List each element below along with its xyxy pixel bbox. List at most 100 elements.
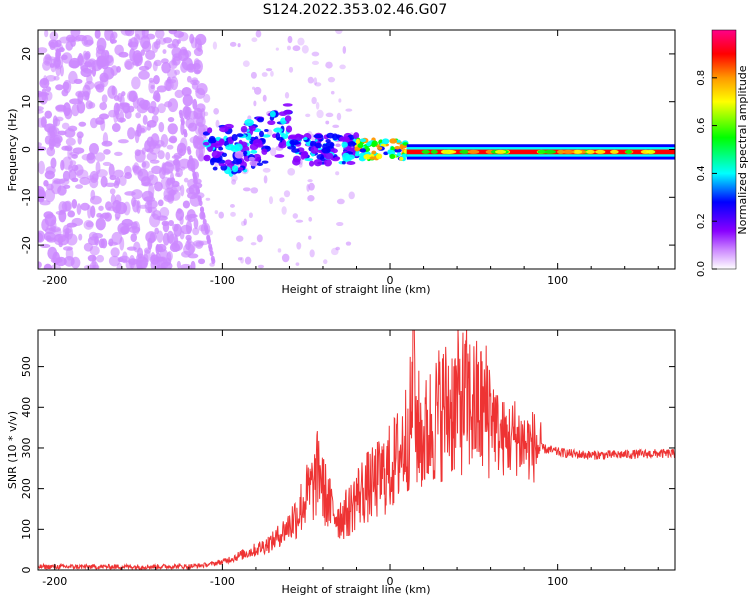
heatmap-blob xyxy=(50,157,57,169)
heatmap-blob xyxy=(242,60,250,68)
heatmap-blob xyxy=(96,37,107,52)
heatmap-blob xyxy=(104,182,116,187)
heatmap-blob xyxy=(200,207,205,214)
heatmap-blob xyxy=(174,89,184,99)
heatmap-blob xyxy=(150,100,157,110)
heatmap-blob xyxy=(199,136,205,150)
heatmap-blob xyxy=(250,71,257,79)
heatmap-blob xyxy=(203,141,210,146)
heatmap-blob xyxy=(595,149,606,154)
heatmap-blob xyxy=(357,143,364,149)
colorbar-tick-label: 0.2 xyxy=(696,213,707,229)
heatmap-blob xyxy=(180,46,188,56)
heatmap-blob xyxy=(156,215,168,221)
heatmap-blob xyxy=(236,133,244,138)
snr-y-ticks: 0 100 200 300 400 500 xyxy=(20,356,675,574)
heatmap-blob xyxy=(110,247,120,258)
heatmap-blob xyxy=(161,220,170,227)
heatmap-blob xyxy=(250,149,258,154)
heatmap-blob xyxy=(275,132,281,141)
heatmap-blob xyxy=(141,160,150,170)
heatmap-blob xyxy=(209,250,214,257)
heatmap-blob xyxy=(345,241,352,246)
heatmap-blob xyxy=(98,238,105,249)
heatmap-blob xyxy=(244,119,254,127)
heatmap-blob xyxy=(212,166,218,171)
heatmap-blob xyxy=(44,213,57,227)
heatmap-blob xyxy=(186,75,192,83)
heatmap-blob xyxy=(46,183,54,191)
heatmap-blob xyxy=(359,148,367,153)
heatmap-blob xyxy=(231,179,237,185)
heatmap-blob xyxy=(198,200,203,207)
heatmap-blob xyxy=(45,166,56,175)
heatmap-blob xyxy=(80,64,89,72)
heatmap-blob xyxy=(225,144,236,151)
heatmap-blob xyxy=(292,45,301,52)
heatmap-blob xyxy=(179,137,188,152)
heatmap-blob xyxy=(124,191,136,196)
heatmap-blob xyxy=(159,207,170,218)
heatmap-blob xyxy=(109,188,116,195)
heatmap-blob xyxy=(64,145,73,152)
heatmap-blob xyxy=(92,255,97,269)
heatmap-blob xyxy=(134,149,146,163)
heatmap-blob xyxy=(325,61,333,69)
heatmap-blob xyxy=(178,109,183,116)
heatmap-blob xyxy=(309,249,315,258)
heatmap-blob xyxy=(336,198,345,205)
heatmap-blob xyxy=(297,37,305,46)
heatmap-blob xyxy=(176,208,183,214)
heatmap-blob xyxy=(311,60,320,65)
heatmap-blob xyxy=(115,201,128,215)
heatmap-blob xyxy=(263,175,268,184)
heatmap-blob xyxy=(53,43,64,53)
heatmap-blob xyxy=(147,174,159,186)
heatmap-blob xyxy=(291,148,300,153)
heatmap-blob xyxy=(100,176,108,188)
heatmap-blob xyxy=(190,79,200,86)
heatmap-blob xyxy=(257,117,264,123)
heatmap-blob xyxy=(113,110,118,124)
heatmap-blob xyxy=(142,115,148,125)
heatmap-blob xyxy=(369,156,376,160)
heatmap-blob xyxy=(326,132,335,139)
heatmap-blob xyxy=(168,30,178,35)
heatmap-blob xyxy=(381,138,390,145)
heatmap-blob xyxy=(146,119,157,128)
heatmap-blob xyxy=(108,163,115,178)
heatmap-blob xyxy=(83,219,94,230)
heatmap-blob xyxy=(63,228,72,234)
heatmap-blob xyxy=(336,221,344,227)
heatmap-blob xyxy=(221,152,228,157)
colorbar: 0.0 0.2 0.4 0.6 0.8 Normalized spectral ampl… xyxy=(696,29,749,277)
heatmap-blob xyxy=(52,251,61,265)
heatmap-blob xyxy=(128,226,141,234)
x-tick-label: 0 xyxy=(387,575,394,588)
heatmap-blob xyxy=(313,77,318,86)
heatmap-blob xyxy=(146,199,153,206)
heatmap-blob xyxy=(383,151,389,156)
snr-series-line xyxy=(38,330,675,570)
heatmap-blob xyxy=(152,61,158,72)
heatmap-blob xyxy=(114,176,121,186)
heatmap-blob xyxy=(213,108,220,115)
heatmap-blob xyxy=(625,149,632,154)
heatmap-blob xyxy=(94,152,106,162)
heatmap-blob xyxy=(46,225,56,231)
heatmap-blob xyxy=(292,213,299,219)
heatmap-blob xyxy=(60,54,68,61)
heatmap-blob xyxy=(157,199,164,207)
y-tick-label: 0 xyxy=(20,567,33,574)
heatmap-blob xyxy=(346,161,356,165)
heatmap-blob xyxy=(308,160,315,167)
heatmap-blob xyxy=(327,76,336,83)
snr-panel: -200 -100 0 100 0 100 200 300 400 500 Height of … xyxy=(6,329,676,596)
heatmap-blob xyxy=(193,107,203,120)
heatmap-blob xyxy=(336,112,342,121)
heatmap-blob xyxy=(78,233,83,241)
heatmap-blob xyxy=(40,243,51,249)
heatmap-blob xyxy=(253,100,257,107)
heatmap-blob xyxy=(323,152,334,160)
heatmap-blob xyxy=(308,182,315,191)
